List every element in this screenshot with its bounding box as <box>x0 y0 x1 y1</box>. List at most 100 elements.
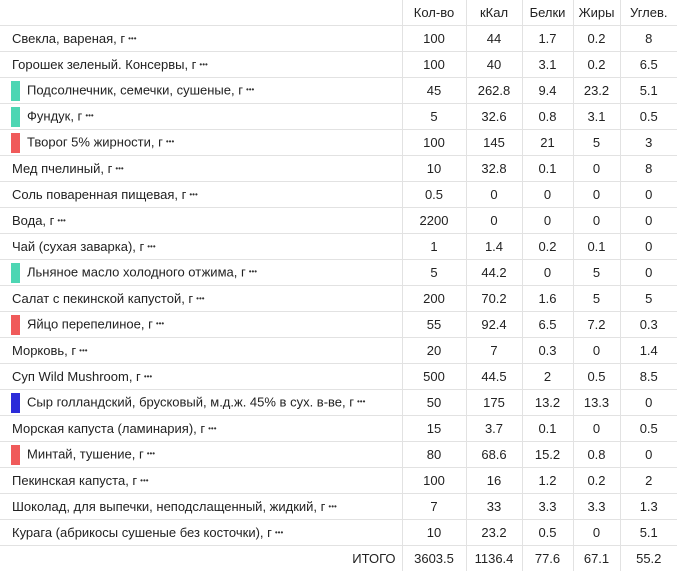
kcal-cell: 40 <box>465 51 522 78</box>
more-options-icon[interactable]: ••• <box>155 318 165 328</box>
qty-cell[interactable]: 100 <box>401 467 466 494</box>
food-name[interactable]: Морская капуста (ламинария), г <box>12 421 206 436</box>
food-name[interactable]: Творог 5% жирности, г <box>27 133 163 149</box>
total-row: ИТОГО 3603.5 1136.4 77.6 67.1 55.2 <box>0 545 677 571</box>
more-options-icon[interactable]: ••• <box>189 190 198 199</box>
food-name[interactable]: Свекла, вареная, г <box>12 31 126 46</box>
header-kcal[interactable]: кКал <box>465 0 522 26</box>
carbs-cell: 0 <box>619 259 677 286</box>
qty-cell[interactable]: 80 <box>401 441 466 468</box>
food-name[interactable]: Вода, г <box>12 213 55 228</box>
food-name[interactable]: Минтай, тушение, г <box>27 445 144 461</box>
qty-cell[interactable]: 1 <box>401 233 466 260</box>
qty-cell[interactable]: 0.5 <box>401 181 466 208</box>
food-name-cell: Свекла, вареная, г ••• <box>0 25 402 52</box>
total-fat: 67.1 <box>572 545 620 571</box>
fat-cell: 0.5 <box>572 363 620 390</box>
carbs-cell: 0 <box>619 233 677 260</box>
qty-cell[interactable]: 100 <box>401 51 466 78</box>
qty-cell[interactable]: 45 <box>401 77 466 104</box>
more-options-icon[interactable]: ••• <box>57 216 66 225</box>
qty-cell[interactable]: 2200 <box>401 207 466 234</box>
more-options-icon[interactable]: ••• <box>79 346 88 355</box>
header-protein[interactable]: Белки <box>521 0 573 26</box>
more-options-icon[interactable]: ••• <box>165 136 175 146</box>
food-name[interactable]: Курага (абрикосы сушеные без косточки), … <box>12 525 272 540</box>
food-name[interactable]: Сыр голландский, брусковый, м.д.ж. 45% в… <box>27 393 354 409</box>
more-options-icon[interactable]: ••• <box>274 528 284 537</box>
food-name[interactable]: Мед пчелиный, г <box>12 161 113 176</box>
kcal-cell: 44.2 <box>465 259 522 286</box>
total-carbs: 55.2 <box>619 545 677 571</box>
kcal-cell: 32.6 <box>465 103 522 130</box>
qty-cell[interactable]: 50 <box>401 389 466 416</box>
fat-cell: 0 <box>572 415 620 442</box>
carbs-cell: 2 <box>619 467 677 494</box>
carbs-cell: 0.5 <box>619 415 677 442</box>
header-qty[interactable]: Кол-во <box>401 0 466 26</box>
table-row: Сыр голландский, брусковый, м.д.ж. 45% в… <box>0 389 677 416</box>
food-name[interactable]: Чай (сухая заварка), г <box>12 239 145 254</box>
carbs-cell: 0 <box>619 441 677 468</box>
more-options-icon[interactable]: ••• <box>85 110 94 120</box>
food-name[interactable]: Льняное масло холодного отжима, г <box>27 263 246 279</box>
qty-cell[interactable]: 7 <box>401 493 466 520</box>
qty-cell[interactable]: 10 <box>401 155 466 182</box>
fat-cell: 13.3 <box>572 389 620 416</box>
food-name-cell: Льняное масло холодного отжима, г ••• <box>0 259 402 286</box>
carbs-cell: 8.5 <box>619 363 677 390</box>
food-name[interactable]: Яйцо перепелиное, г <box>27 315 153 331</box>
more-options-icon[interactable]: ••• <box>196 294 205 303</box>
more-options-icon[interactable]: ••• <box>245 84 255 94</box>
more-options-icon[interactable]: ••• <box>146 448 156 458</box>
header-carbs[interactable]: Углев. <box>619 0 677 26</box>
qty-cell[interactable]: 20 <box>401 337 466 364</box>
more-options-icon[interactable]: ••• <box>140 476 149 485</box>
kcal-cell: 0 <box>465 207 522 234</box>
carbs-cell: 1.4 <box>619 337 677 364</box>
more-options-icon[interactable]: ••• <box>128 34 137 43</box>
fat-cell: 5 <box>572 285 620 312</box>
category-marker <box>11 132 20 153</box>
qty-cell[interactable]: 200 <box>401 285 466 312</box>
kcal-cell: 145 <box>465 129 522 156</box>
qty-cell[interactable]: 5 <box>401 103 466 130</box>
qty-cell[interactable]: 55 <box>401 311 466 338</box>
food-name[interactable]: Соль поваренная пищевая, г <box>12 187 187 202</box>
qty-cell[interactable]: 10 <box>401 519 466 546</box>
food-name[interactable]: Морковь, г <box>12 343 77 358</box>
kcal-cell: 262.8 <box>465 77 522 104</box>
kcal-cell: 1.4 <box>465 233 522 260</box>
protein-cell: 0.2 <box>521 233 573 260</box>
food-name[interactable]: Пекинская капуста, г <box>12 473 138 488</box>
food-name[interactable]: Горошек зеленый. Консервы, г <box>12 57 197 72</box>
qty-cell[interactable]: 500 <box>401 363 466 390</box>
food-name[interactable]: Суп Wild Mushroom, г <box>12 369 141 384</box>
table-row: Салат с пекинской капустой, г ••• 200 70.2 1… <box>0 285 677 312</box>
food-name[interactable]: Салат с пекинской капустой, г <box>12 291 194 306</box>
more-options-icon[interactable]: ••• <box>147 242 156 251</box>
table-row: Пекинская капуста, г ••• 100 16 1.2 0.2 2 <box>0 467 677 494</box>
more-options-icon[interactable]: ••• <box>248 266 258 276</box>
table-row: Яйцо перепелиное, г ••• 55 92.4 6.5 7.2 0.3 <box>0 311 677 338</box>
food-name[interactable]: Фундук, г <box>27 107 83 123</box>
more-options-icon[interactable]: ••• <box>357 396 366 406</box>
total-qty: 3603.5 <box>401 545 466 571</box>
more-options-icon[interactable]: ••• <box>143 372 153 381</box>
more-options-icon[interactable]: ••• <box>199 60 208 69</box>
more-options-icon[interactable]: ••• <box>328 502 337 511</box>
food-name[interactable]: Шоколад, для выпечки, неподслащенный, жи… <box>12 499 326 514</box>
qty-cell[interactable]: 15 <box>401 415 466 442</box>
food-name[interactable]: Подсолнечник, семечки, сушеные, г <box>27 81 243 97</box>
more-options-icon[interactable]: ••• <box>115 164 124 173</box>
protein-cell: 15.2 <box>521 441 573 468</box>
qty-cell[interactable]: 100 <box>401 129 466 156</box>
header-fat[interactable]: Жиры <box>572 0 620 26</box>
more-options-icon[interactable]: ••• <box>208 424 217 433</box>
category-marker <box>11 80 20 101</box>
kcal-cell: 70.2 <box>465 285 522 312</box>
qty-cell[interactable]: 5 <box>401 259 466 286</box>
qty-cell[interactable]: 100 <box>401 25 466 52</box>
protein-cell: 9.4 <box>521 77 573 104</box>
table-row: Суп Wild Mushroom, г ••• 500 44.5 2 0.5 8.5 <box>0 363 677 390</box>
